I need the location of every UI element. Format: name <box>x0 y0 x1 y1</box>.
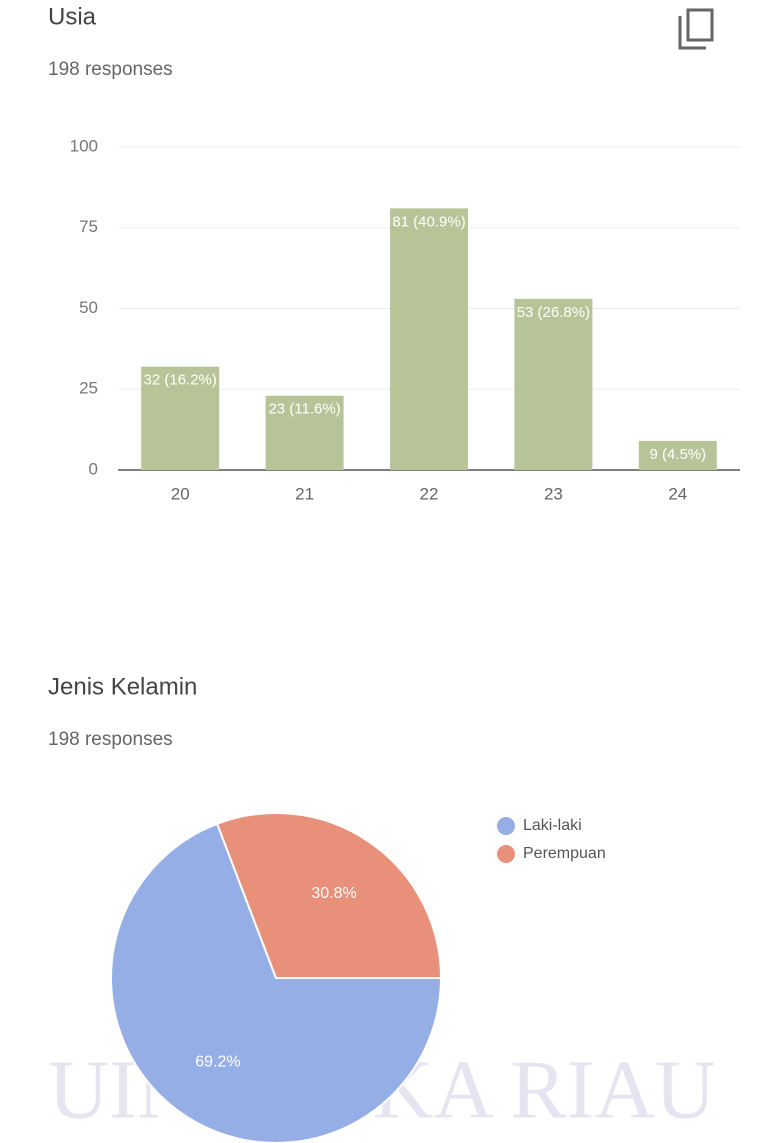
data-label: 32 (16.2%) <box>144 372 217 389</box>
data-label: 23 (11.6%) <box>268 401 340 418</box>
y-tick-label: 50 <box>79 298 98 317</box>
data-label: 69.2% <box>195 1053 240 1070</box>
legend-swatch <box>497 817 515 835</box>
data-label: 9 (4.5%) <box>649 446 706 463</box>
data-label: 81 (40.9%) <box>392 213 465 230</box>
data-label: 53 (26.8%) <box>517 304 590 321</box>
legend-swatch <box>497 845 515 863</box>
x-tick-label: 23 <box>544 484 563 503</box>
legend-label: Laki-laki <box>523 817 582 834</box>
chart-subtitle: 198 responses <box>48 729 173 750</box>
y-tick-label: 100 <box>70 136 98 155</box>
y-tick-label: 0 <box>89 459 98 478</box>
chart-subtitle: 198 responses <box>48 59 173 80</box>
x-tick-label: 20 <box>171 484 190 503</box>
chart-title: Jenis Kelamin <box>48 673 197 700</box>
bar <box>390 208 468 470</box>
chart-title: Usia <box>48 3 97 30</box>
legend-label: Perempuan <box>523 845 606 862</box>
x-tick-label: 21 <box>295 484 314 503</box>
bar <box>514 299 592 470</box>
x-tick-label: 24 <box>668 484 687 503</box>
x-tick-label: 22 <box>420 484 439 503</box>
y-tick-label: 75 <box>79 217 98 236</box>
y-tick-label: 25 <box>79 379 98 398</box>
page: UIN SUSKA RIAU Usia 198 responses Jenis … <box>0 0 765 1143</box>
data-label: 30.8% <box>311 885 356 902</box>
